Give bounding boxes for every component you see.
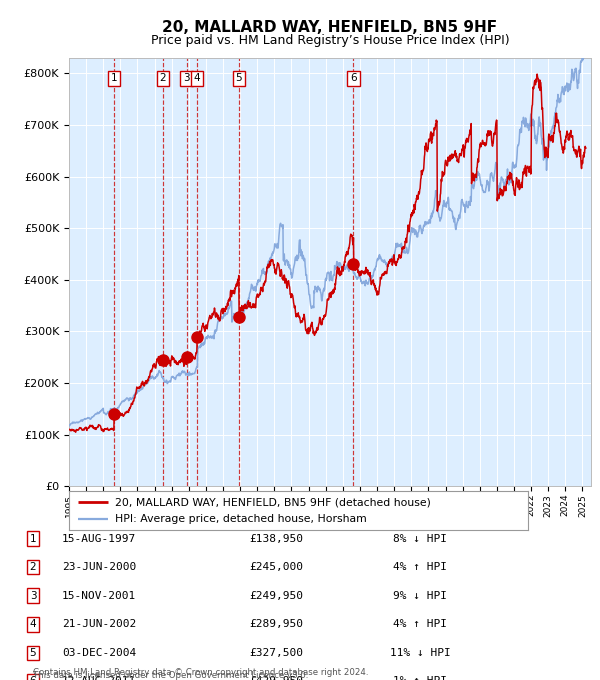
Text: 03-DEC-2004: 03-DEC-2004 (62, 648, 136, 658)
Text: 8% ↓ HPI: 8% ↓ HPI (393, 534, 447, 543)
Text: 12-AUG-2011: 12-AUG-2011 (62, 677, 136, 680)
Text: This data is licensed under the Open Government Licence v3.0.: This data is licensed under the Open Gov… (33, 671, 308, 680)
Text: 5: 5 (29, 648, 37, 658)
Text: 20, MALLARD WAY, HENFIELD, BN5 9HF (detached house): 20, MALLARD WAY, HENFIELD, BN5 9HF (deta… (115, 497, 431, 507)
Text: 11% ↓ HPI: 11% ↓ HPI (389, 648, 451, 658)
Text: 6: 6 (29, 677, 37, 680)
Text: 20, MALLARD WAY, HENFIELD, BN5 9HF: 20, MALLARD WAY, HENFIELD, BN5 9HF (163, 20, 497, 35)
Text: 2: 2 (160, 73, 166, 84)
Text: 15-AUG-1997: 15-AUG-1997 (62, 534, 136, 543)
Text: 15-NOV-2001: 15-NOV-2001 (62, 591, 136, 600)
Text: 4: 4 (194, 73, 200, 84)
Text: 4% ↑ HPI: 4% ↑ HPI (393, 562, 447, 572)
Text: 3: 3 (183, 73, 190, 84)
Text: £289,950: £289,950 (249, 619, 303, 629)
Text: 9% ↓ HPI: 9% ↓ HPI (393, 591, 447, 600)
Text: 4% ↑ HPI: 4% ↑ HPI (393, 619, 447, 629)
Text: 6: 6 (350, 73, 357, 84)
Text: Price paid vs. HM Land Registry’s House Price Index (HPI): Price paid vs. HM Land Registry’s House … (151, 34, 509, 47)
Text: 1: 1 (110, 73, 117, 84)
Text: Contains HM Land Registry data © Crown copyright and database right 2024.: Contains HM Land Registry data © Crown c… (33, 668, 368, 677)
Text: 1% ↑ HPI: 1% ↑ HPI (393, 677, 447, 680)
Text: 5: 5 (235, 73, 242, 84)
Text: 21-JUN-2002: 21-JUN-2002 (62, 619, 136, 629)
Text: 3: 3 (29, 591, 37, 600)
Text: £327,500: £327,500 (249, 648, 303, 658)
Text: £429,950: £429,950 (249, 677, 303, 680)
Text: 1: 1 (29, 534, 37, 543)
Text: 4: 4 (29, 619, 37, 629)
Text: 2: 2 (29, 562, 37, 572)
Text: £249,950: £249,950 (249, 591, 303, 600)
Text: £245,000: £245,000 (249, 562, 303, 572)
Text: 23-JUN-2000: 23-JUN-2000 (62, 562, 136, 572)
Text: HPI: Average price, detached house, Horsham: HPI: Average price, detached house, Hors… (115, 514, 367, 524)
Text: £138,950: £138,950 (249, 534, 303, 543)
